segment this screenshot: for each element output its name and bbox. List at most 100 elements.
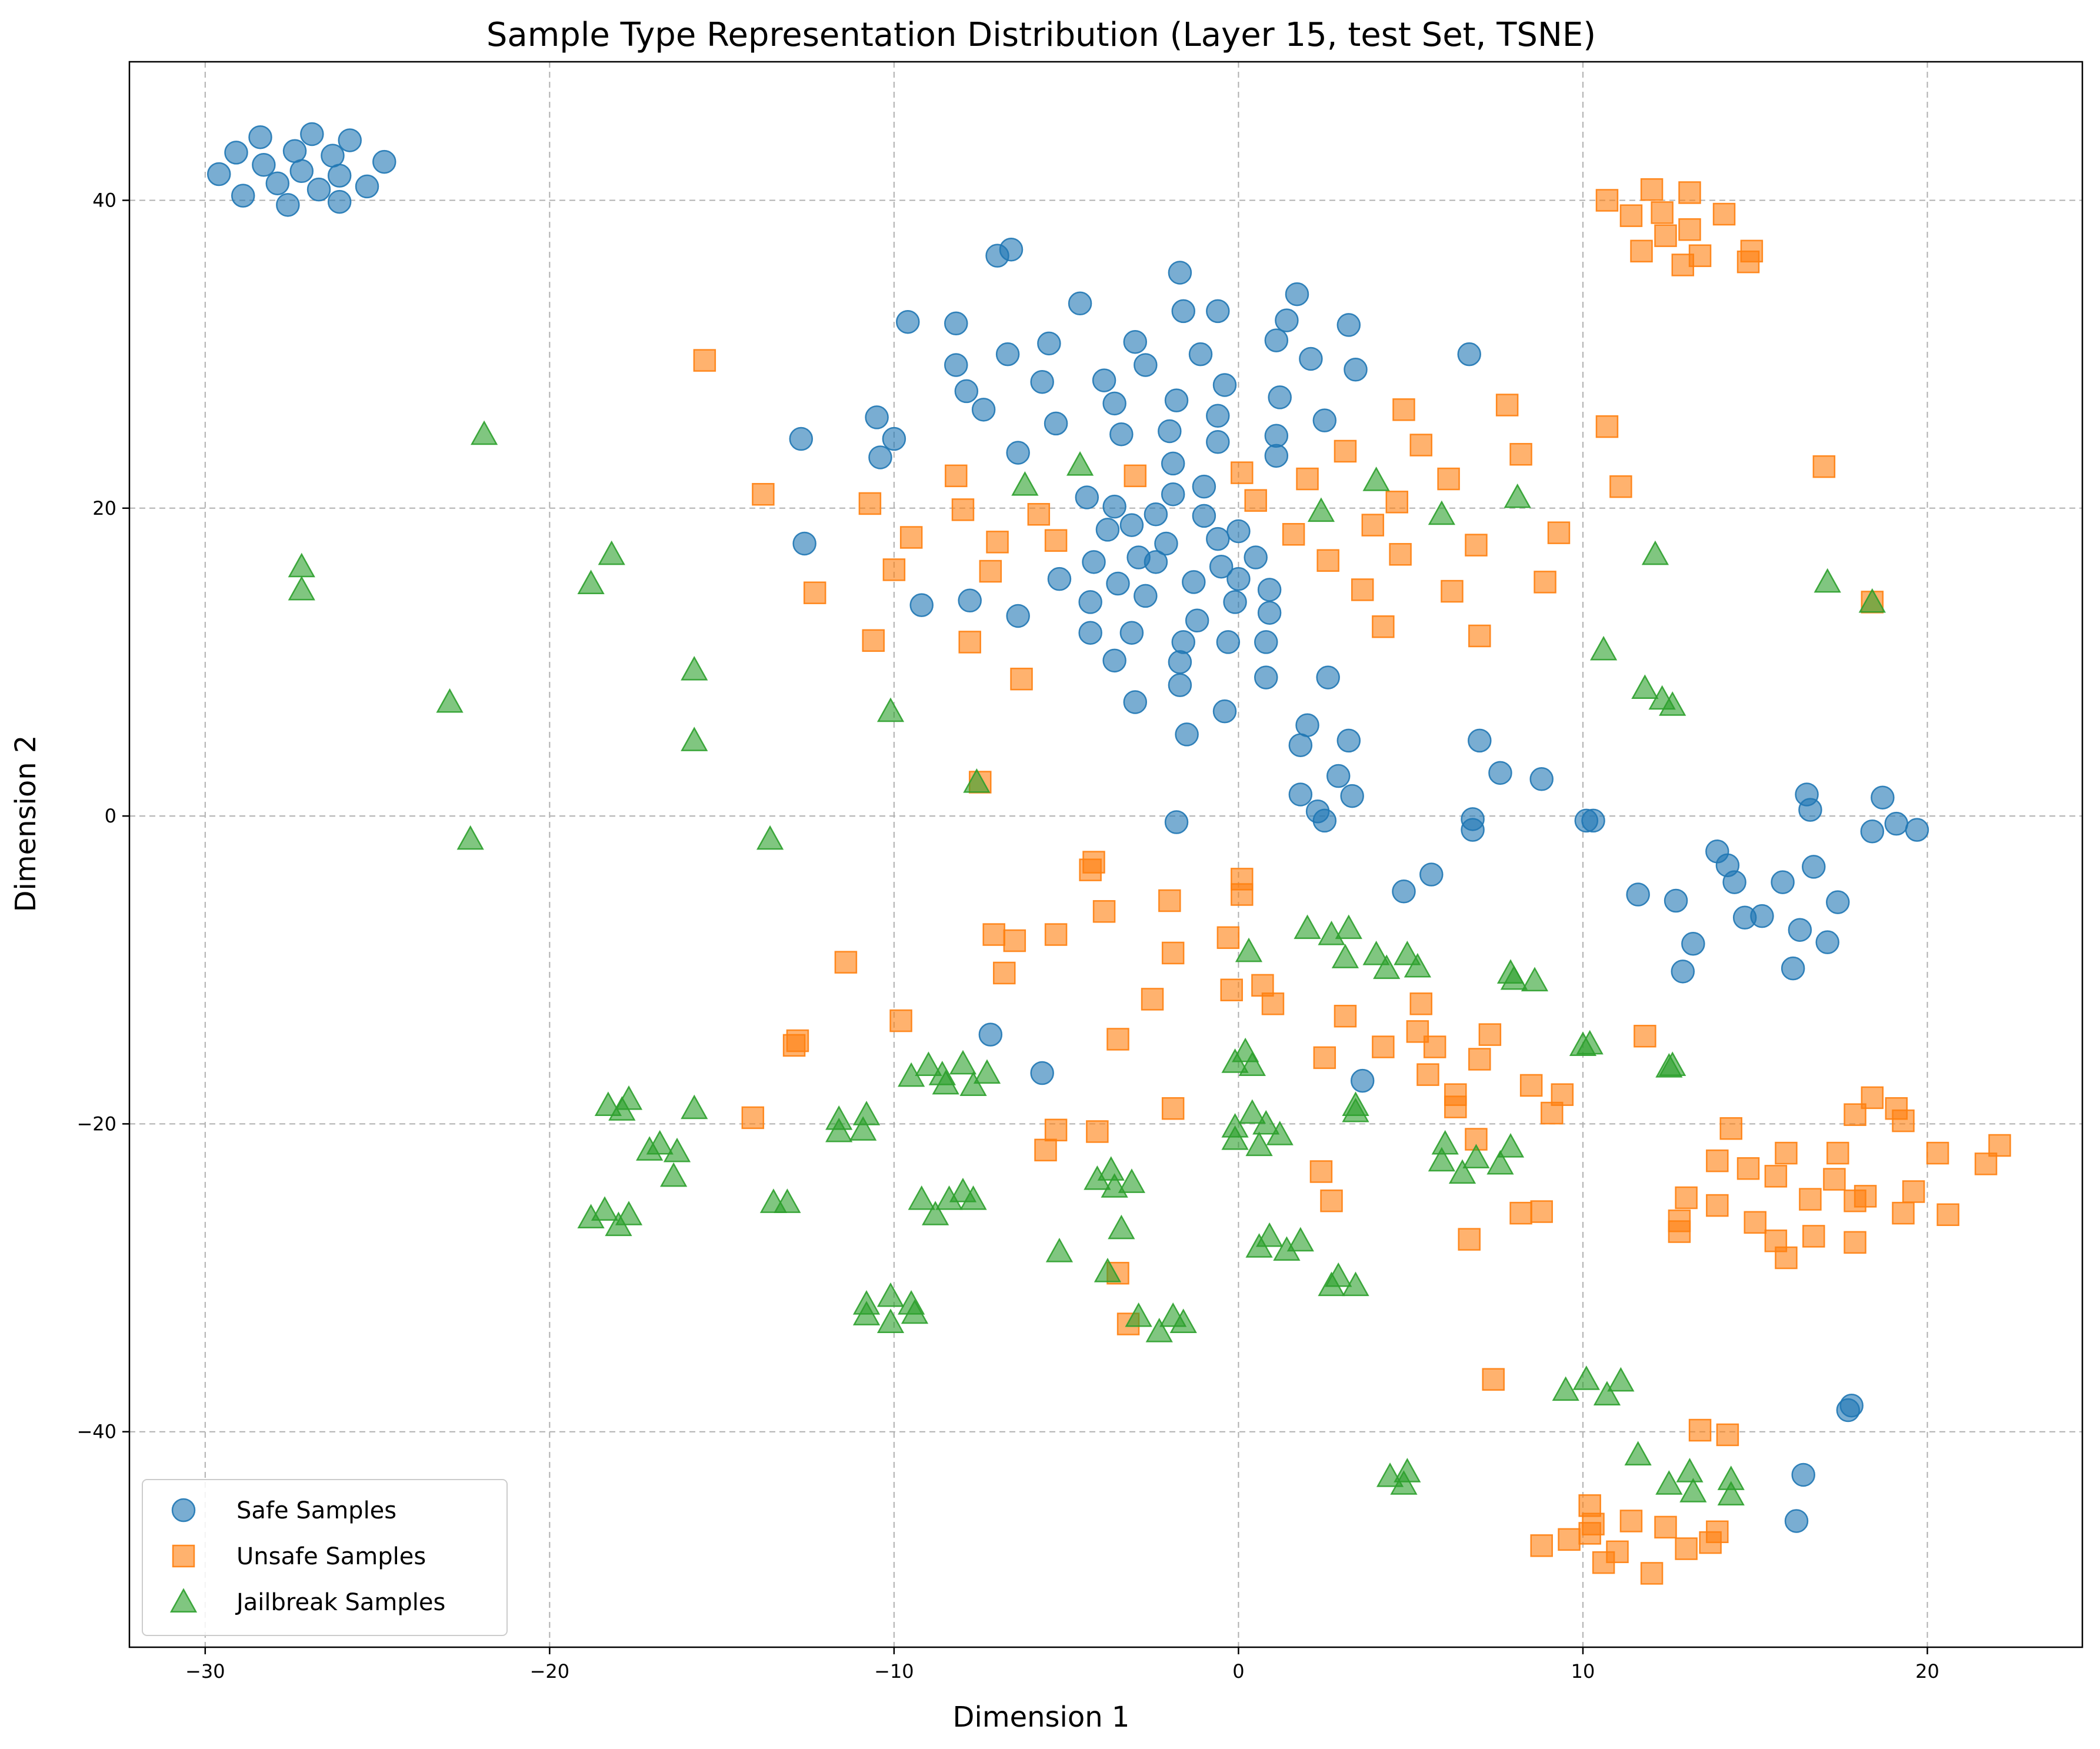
circle-point — [1791, 1463, 1815, 1487]
circle-point — [1264, 444, 1289, 468]
square-point — [1027, 503, 1051, 526]
square-point — [1086, 1120, 1109, 1143]
triangle-point — [1011, 471, 1039, 496]
square-point — [1334, 1004, 1357, 1028]
triangle-point — [1118, 1168, 1146, 1193]
y-axis-title: Dimension 2 — [9, 735, 42, 912]
square-point — [1161, 1097, 1185, 1120]
square-point — [1675, 1537, 1698, 1560]
triangle-point — [1717, 1481, 1745, 1506]
circle-point — [944, 353, 968, 377]
triangle-point — [1094, 1257, 1122, 1282]
legend: Safe Samples Unsafe Samples Jailbreak Samp… — [142, 1479, 508, 1636]
triangle-point — [1589, 635, 1618, 661]
triangle-point — [594, 1091, 622, 1117]
circle-point — [1288, 782, 1313, 807]
circle-point — [1836, 1398, 1861, 1422]
circle-point — [1206, 404, 1230, 428]
triangle-point — [681, 727, 708, 751]
circle-point — [1075, 485, 1099, 509]
square-point — [882, 558, 906, 581]
square-point — [1244, 489, 1267, 512]
circle-point — [1119, 513, 1144, 537]
square-point — [1688, 1418, 1712, 1442]
square-point — [1468, 1048, 1491, 1071]
triangle-point — [1294, 914, 1321, 940]
circle-point — [1344, 358, 1368, 382]
square-point — [889, 1009, 912, 1032]
circle-point — [224, 141, 248, 165]
square-point — [1216, 926, 1240, 950]
triangle-point — [1607, 1367, 1635, 1392]
y-tick-label: −40 — [76, 1421, 116, 1443]
triangle-point — [681, 1094, 708, 1120]
square-point — [1609, 475, 1632, 498]
square-point — [1595, 189, 1619, 212]
square-point — [1482, 1368, 1505, 1391]
circle-point — [1095, 518, 1120, 542]
square-point — [1812, 455, 1836, 478]
circle-point — [1006, 441, 1030, 465]
circle-point — [1871, 785, 1895, 809]
triangle-point — [1169, 1308, 1197, 1333]
triangle-point — [908, 1185, 935, 1210]
triangle-point — [1500, 965, 1528, 990]
x-tick-label: −30 — [185, 1660, 225, 1683]
circle-point — [1781, 956, 1805, 981]
square-point — [1010, 667, 1033, 691]
square-point — [1465, 534, 1488, 557]
square-point — [1892, 1201, 1915, 1225]
circle-point — [1206, 527, 1230, 551]
circle-point — [909, 593, 934, 617]
series-triangle — [288, 420, 1886, 1506]
square-point — [1902, 1180, 1925, 1203]
square-point — [1534, 571, 1556, 594]
triangle-point — [774, 1188, 801, 1213]
circle-point — [1164, 388, 1189, 412]
circle-point — [1192, 474, 1216, 499]
square-point — [1416, 1063, 1439, 1086]
triangle-point — [1145, 1318, 1173, 1342]
triangle-point — [1373, 954, 1401, 980]
circle-point — [1750, 904, 1774, 928]
square-point — [1313, 1046, 1336, 1070]
circle-point — [1860, 819, 1885, 844]
triangle-point — [1362, 467, 1390, 491]
triangle-point — [1125, 1302, 1152, 1327]
square-point — [1044, 529, 1068, 552]
square-point — [1582, 1513, 1605, 1535]
triangle-point — [973, 1059, 1001, 1084]
circle-point — [1044, 411, 1068, 436]
circle-point — [1161, 451, 1185, 476]
square-point — [1389, 543, 1412, 566]
triangle-point — [901, 1299, 929, 1324]
square-point — [1437, 467, 1460, 491]
square-point — [1936, 1203, 1959, 1227]
circle-point — [282, 139, 307, 164]
circle-point — [1144, 550, 1168, 574]
triangle-point — [1593, 1381, 1621, 1405]
circle-point — [1168, 673, 1192, 697]
square-point — [1351, 578, 1374, 601]
circle-point — [1671, 960, 1695, 984]
square-point — [1678, 218, 1701, 241]
circle-point — [1664, 888, 1688, 913]
square-point — [693, 349, 716, 372]
circle-point — [999, 237, 1024, 262]
triangle-point — [1624, 1441, 1652, 1465]
circle-point — [1392, 880, 1416, 904]
square-point — [1079, 858, 1102, 881]
circle-point — [1168, 261, 1192, 285]
square-point — [1361, 514, 1385, 537]
circle-point — [1336, 313, 1361, 337]
x-tick-label: 0 — [1232, 1660, 1244, 1683]
triangle-point — [1256, 1222, 1284, 1247]
circle-point — [1119, 621, 1144, 645]
x-axis-title: Dimension 1 — [953, 1701, 1130, 1734]
square-point — [1372, 615, 1395, 638]
circle-point — [1257, 578, 1282, 602]
triangle-point — [825, 1117, 853, 1142]
circle-point — [327, 189, 352, 214]
circle-point — [1106, 571, 1130, 596]
